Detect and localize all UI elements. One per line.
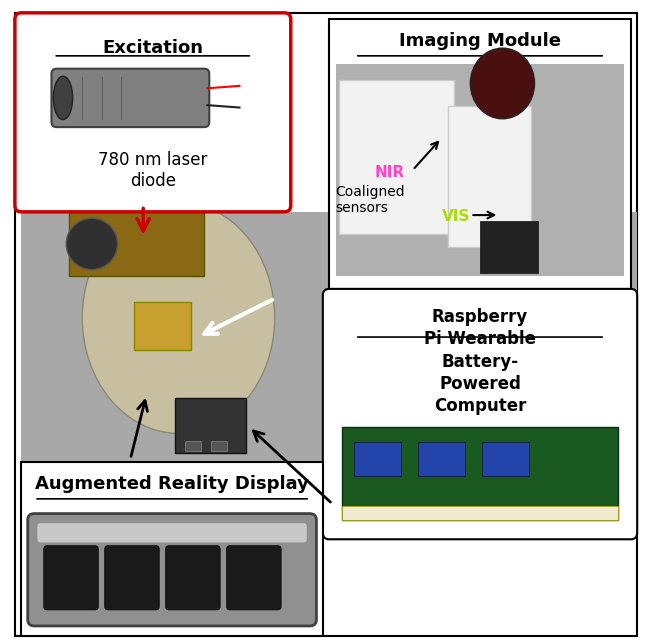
- Text: Augmented Reality Display: Augmented Reality Display: [35, 475, 309, 493]
- FancyBboxPatch shape: [482, 442, 529, 476]
- FancyBboxPatch shape: [342, 506, 618, 520]
- Text: Imaging Module: Imaging Module: [399, 32, 561, 50]
- Ellipse shape: [471, 48, 534, 119]
- FancyBboxPatch shape: [418, 442, 465, 476]
- FancyBboxPatch shape: [339, 80, 454, 234]
- FancyBboxPatch shape: [330, 19, 630, 289]
- FancyBboxPatch shape: [227, 546, 281, 610]
- Text: Raspberry
Pi Wearable
Battery-
Powered
Computer: Raspberry Pi Wearable Battery- Powered C…: [424, 308, 536, 415]
- FancyBboxPatch shape: [15, 13, 637, 636]
- FancyBboxPatch shape: [323, 289, 637, 539]
- FancyBboxPatch shape: [166, 546, 220, 610]
- Text: VIS: VIS: [441, 209, 470, 225]
- FancyBboxPatch shape: [105, 546, 159, 610]
- FancyBboxPatch shape: [354, 442, 401, 476]
- FancyBboxPatch shape: [21, 462, 323, 636]
- FancyBboxPatch shape: [176, 398, 246, 453]
- Ellipse shape: [53, 76, 73, 119]
- FancyBboxPatch shape: [211, 441, 227, 451]
- Text: NIR: NIR: [374, 164, 404, 180]
- FancyBboxPatch shape: [51, 69, 209, 127]
- FancyBboxPatch shape: [21, 212, 637, 462]
- FancyBboxPatch shape: [335, 64, 625, 276]
- FancyBboxPatch shape: [28, 514, 317, 626]
- FancyBboxPatch shape: [480, 221, 538, 273]
- Text: Coaligned
sensors: Coaligned sensors: [335, 185, 406, 215]
- FancyBboxPatch shape: [37, 523, 307, 542]
- FancyBboxPatch shape: [185, 441, 201, 451]
- FancyBboxPatch shape: [134, 302, 191, 350]
- FancyBboxPatch shape: [342, 427, 618, 520]
- FancyBboxPatch shape: [70, 212, 204, 276]
- Ellipse shape: [83, 202, 275, 433]
- FancyBboxPatch shape: [448, 106, 531, 247]
- FancyBboxPatch shape: [15, 13, 291, 212]
- Ellipse shape: [66, 218, 118, 270]
- FancyBboxPatch shape: [44, 546, 98, 610]
- Text: 780 nm laser
diode: 780 nm laser diode: [98, 151, 207, 189]
- Text: Excitation: Excitation: [102, 39, 203, 56]
